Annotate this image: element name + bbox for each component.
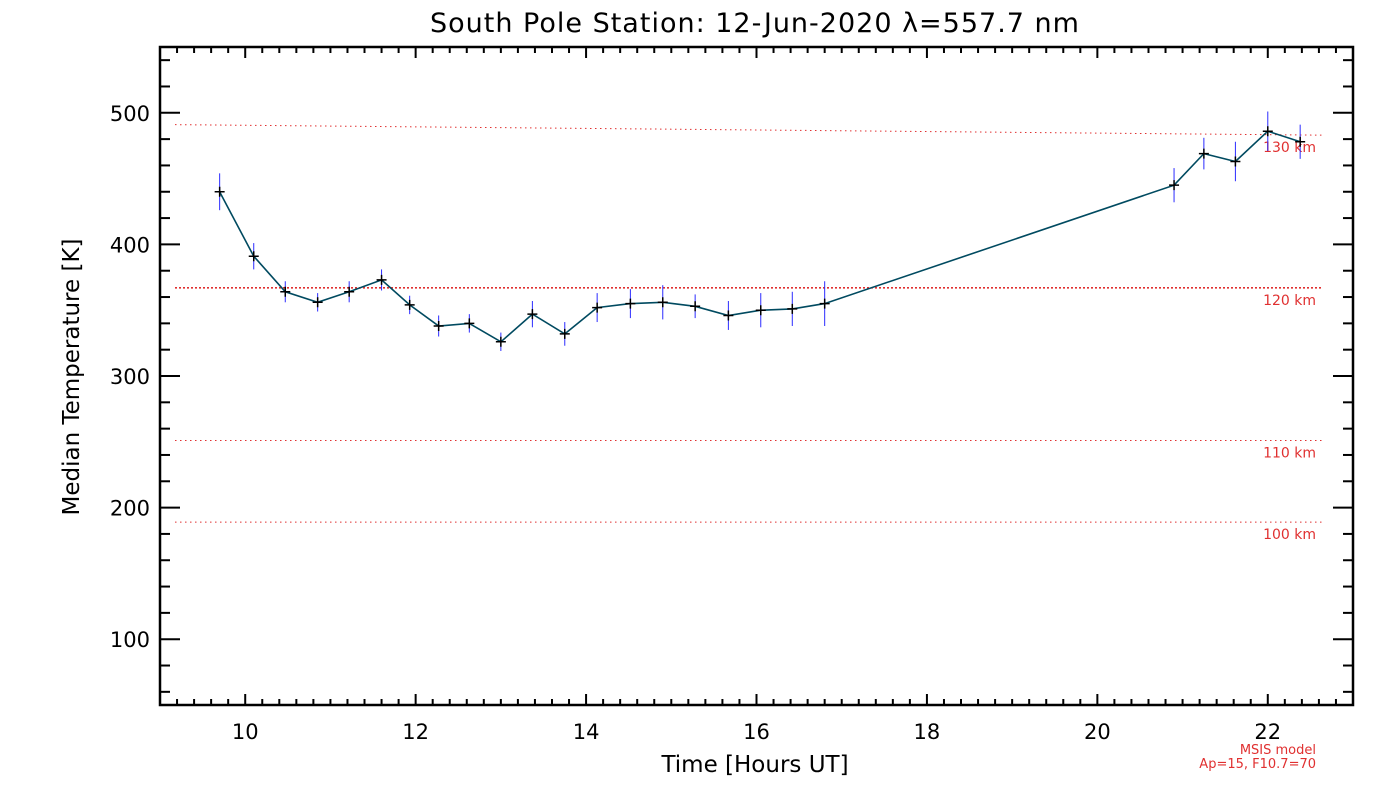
chart-title: South Pole Station: 12-Jun-2020 λ=557.7 …: [430, 8, 1080, 39]
data-point: [495, 336, 506, 347]
data-point: [344, 286, 355, 297]
data-point: [819, 298, 830, 309]
data-point: [787, 303, 798, 314]
x-tick-label: 14: [573, 720, 600, 744]
data-point: [312, 297, 323, 308]
data-point: [559, 328, 570, 339]
data-point: [214, 186, 225, 197]
y-tick-label: 300: [110, 365, 150, 389]
reference-line-label: 130 km: [1263, 140, 1316, 156]
data-point: [755, 305, 766, 316]
data-series: [214, 111, 1306, 351]
data-point: [592, 302, 603, 313]
data-point: [690, 301, 701, 312]
data-point: [280, 286, 291, 297]
data-point: [1262, 126, 1273, 137]
y-tick-label: 200: [110, 497, 150, 521]
axis-ticks: 10 12 14 16 18 20 22 100 200 300 400 500: [110, 47, 1354, 744]
data-point: [404, 299, 415, 310]
data-point: [1169, 180, 1180, 191]
x-tick-label: 22: [1254, 720, 1281, 744]
data-point: [1198, 148, 1209, 159]
reference-line: [174, 124, 1324, 136]
msis-reference-lines: 130 km 120 km 110 km 100 km: [174, 124, 1324, 543]
data-point: [625, 298, 636, 309]
y-tick-label: 100: [110, 628, 150, 652]
msis-note-line2: Ap=15, F10.7=70: [1199, 757, 1316, 772]
data-point: [527, 309, 538, 320]
y-tick-label: 500: [110, 102, 150, 126]
msis-note-line1: MSIS model: [1240, 743, 1316, 758]
reference-line-label: 100 km: [1263, 527, 1316, 543]
plot-frame: [158, 45, 1355, 707]
data-point: [657, 297, 668, 308]
data-point: [723, 310, 734, 321]
data-point: [1230, 156, 1241, 167]
x-tick-label: 18: [914, 720, 941, 744]
y-tick-label: 400: [110, 233, 150, 257]
reference-line-label: 120 km: [1263, 293, 1316, 309]
x-tick-label: 10: [232, 720, 259, 744]
x-tick-label: 12: [402, 720, 429, 744]
data-point: [464, 318, 475, 329]
x-tick-label: 20: [1084, 720, 1111, 744]
y-axis-label: Median Temperature [K]: [59, 239, 85, 516]
data-point: [248, 251, 259, 262]
data-point: [433, 320, 444, 331]
data-point: [1295, 136, 1306, 147]
reference-line-label: 110 km: [1263, 445, 1316, 461]
x-tick-label: 16: [743, 720, 770, 744]
data-point: [376, 274, 387, 285]
x-axis-label: Time [Hours UT]: [660, 752, 848, 778]
